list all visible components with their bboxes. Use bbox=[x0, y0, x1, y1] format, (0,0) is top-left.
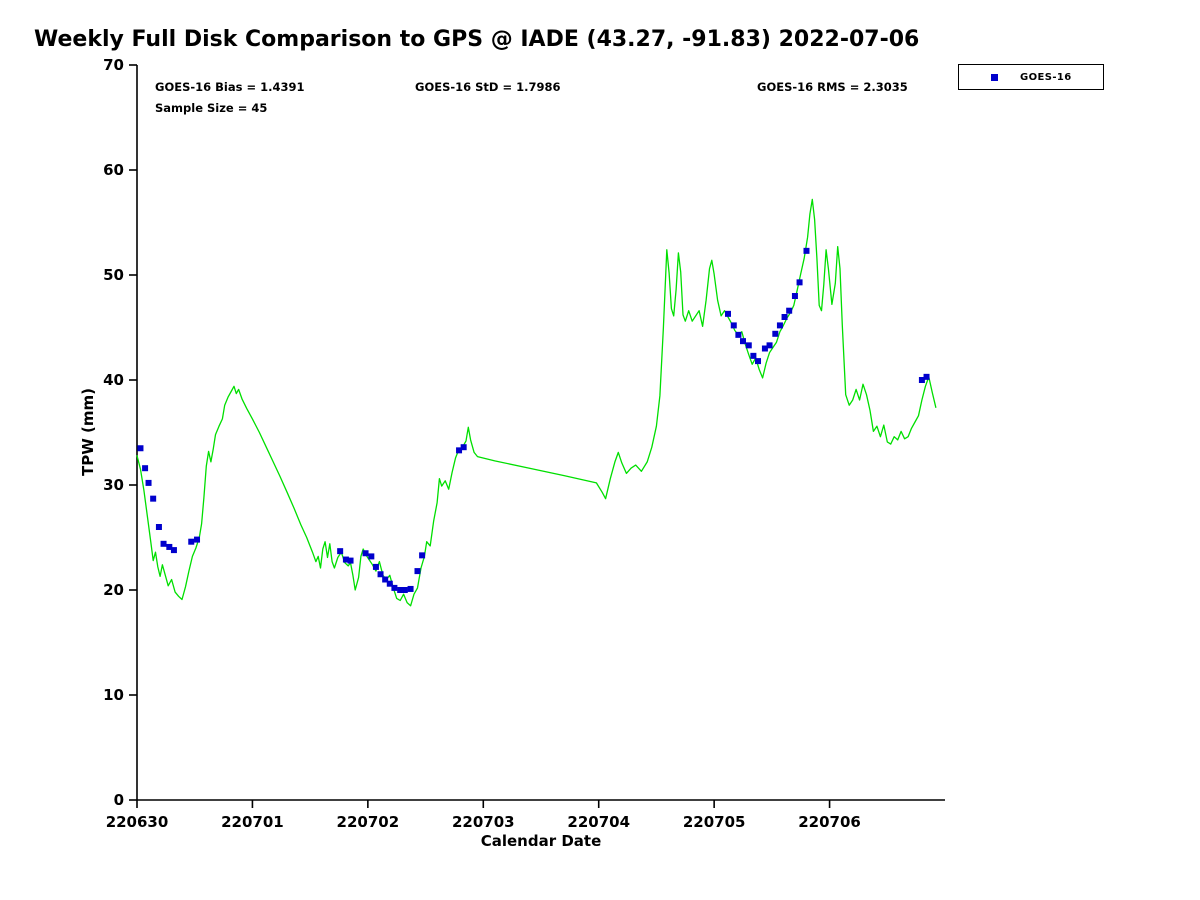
goes16-marker bbox=[166, 543, 173, 550]
y-tick-label: 0 bbox=[114, 791, 124, 809]
goes16-marker bbox=[362, 550, 369, 557]
goes16-marker bbox=[407, 585, 414, 592]
goes16-marker bbox=[786, 307, 793, 314]
goes16-marker bbox=[377, 571, 384, 578]
x-tick-label: 220705 bbox=[683, 813, 746, 831]
legend: GOES-16 bbox=[958, 64, 1104, 90]
goes16-marker bbox=[137, 445, 144, 452]
y-tick-label: 70 bbox=[103, 56, 124, 74]
goes16-marker bbox=[194, 536, 201, 543]
goes16-marker bbox=[401, 587, 408, 593]
y-tick-label: 50 bbox=[103, 266, 124, 284]
x-tick-label: 220704 bbox=[567, 813, 630, 831]
sample-size-annotation: Sample Size = 45 bbox=[155, 101, 268, 115]
goes16-marker bbox=[460, 444, 467, 451]
goes16-marker bbox=[740, 338, 746, 345]
goes16-marker bbox=[781, 314, 788, 320]
y-tick-label: 40 bbox=[103, 371, 124, 389]
goes16-marker bbox=[145, 479, 152, 486]
goes16-marker bbox=[391, 584, 398, 591]
goes16-marker bbox=[397, 587, 404, 593]
goes16-marker bbox=[347, 557, 354, 564]
goes16-marker bbox=[772, 330, 779, 337]
y-tick-label: 60 bbox=[103, 161, 124, 179]
y-tick-label: 10 bbox=[103, 686, 124, 704]
goes16-legend-marker-icon bbox=[991, 73, 998, 81]
goes16-marker bbox=[414, 568, 421, 575]
std-annotation: GOES-16 StD = 1.7986 bbox=[415, 80, 561, 94]
x-tick-label: 220702 bbox=[337, 813, 400, 831]
goes16-marker bbox=[803, 247, 810, 254]
x-axis-label: Calendar Date bbox=[480, 832, 602, 850]
goes16-marker bbox=[419, 552, 426, 559]
goes16-marker bbox=[766, 342, 773, 349]
goes16-marker bbox=[150, 495, 157, 502]
goes16-marker bbox=[456, 447, 463, 454]
x-tick-label: 220630 bbox=[106, 813, 169, 831]
goes16-marker bbox=[188, 538, 195, 545]
goes16-marker bbox=[382, 576, 389, 583]
y-axis-label: TPW (mm) bbox=[79, 388, 97, 476]
x-tick-label: 220701 bbox=[221, 813, 284, 831]
x-tick-label: 220703 bbox=[452, 813, 515, 831]
chart-title: Weekly Full Disk Comparison to GPS @ IAD… bbox=[34, 27, 920, 52]
goes16-marker bbox=[155, 524, 162, 530]
goes16-marker bbox=[170, 547, 177, 554]
x-tick-label: 220706 bbox=[798, 813, 861, 831]
bias-annotation: GOES-16 Bias = 1.4391 bbox=[155, 80, 305, 94]
goes16-marker bbox=[755, 358, 762, 365]
goes16-marker bbox=[750, 352, 757, 359]
goes16-marker bbox=[745, 342, 752, 349]
legend-label: GOES-16 bbox=[1020, 71, 1072, 83]
goes16-marker bbox=[761, 345, 768, 352]
gps-line bbox=[136, 198, 937, 607]
goes16-marker bbox=[372, 563, 379, 570]
goes16-marker bbox=[796, 279, 803, 286]
goes16-marker bbox=[776, 322, 783, 329]
rms-annotation: GOES-16 RMS = 2.3035 bbox=[757, 80, 908, 94]
goes16-marker bbox=[160, 540, 167, 547]
y-tick-label: 20 bbox=[103, 581, 124, 599]
goes16-marker bbox=[730, 322, 737, 329]
goes16-marker bbox=[386, 580, 393, 587]
goes16-marker bbox=[735, 331, 742, 338]
goes16-marker bbox=[337, 548, 344, 555]
goes16-marker bbox=[142, 465, 149, 472]
y-tick-label: 30 bbox=[103, 476, 124, 494]
goes16-marker bbox=[368, 553, 375, 560]
goes16-marker bbox=[923, 373, 930, 380]
goes16-marker bbox=[791, 293, 798, 299]
goes16-marker bbox=[724, 310, 731, 317]
goes16-marker bbox=[918, 377, 925, 383]
goes16-marker bbox=[342, 556, 349, 563]
